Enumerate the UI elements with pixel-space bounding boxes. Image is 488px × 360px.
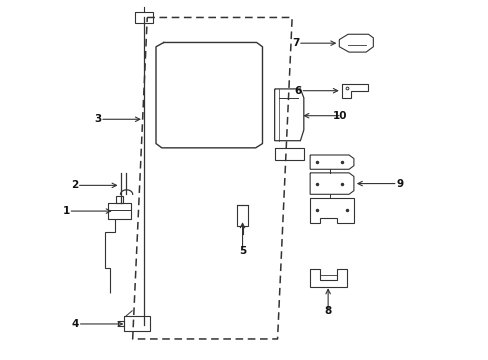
Text: 7: 7 xyxy=(291,38,299,48)
Text: 5: 5 xyxy=(239,246,245,256)
Text: 10: 10 xyxy=(332,111,347,121)
Text: 6: 6 xyxy=(294,86,301,96)
Text: 8: 8 xyxy=(324,306,331,316)
Text: 9: 9 xyxy=(396,179,403,189)
Text: 2: 2 xyxy=(71,180,78,190)
Text: 4: 4 xyxy=(72,319,79,329)
Text: 3: 3 xyxy=(94,114,102,124)
Text: 1: 1 xyxy=(62,206,70,216)
